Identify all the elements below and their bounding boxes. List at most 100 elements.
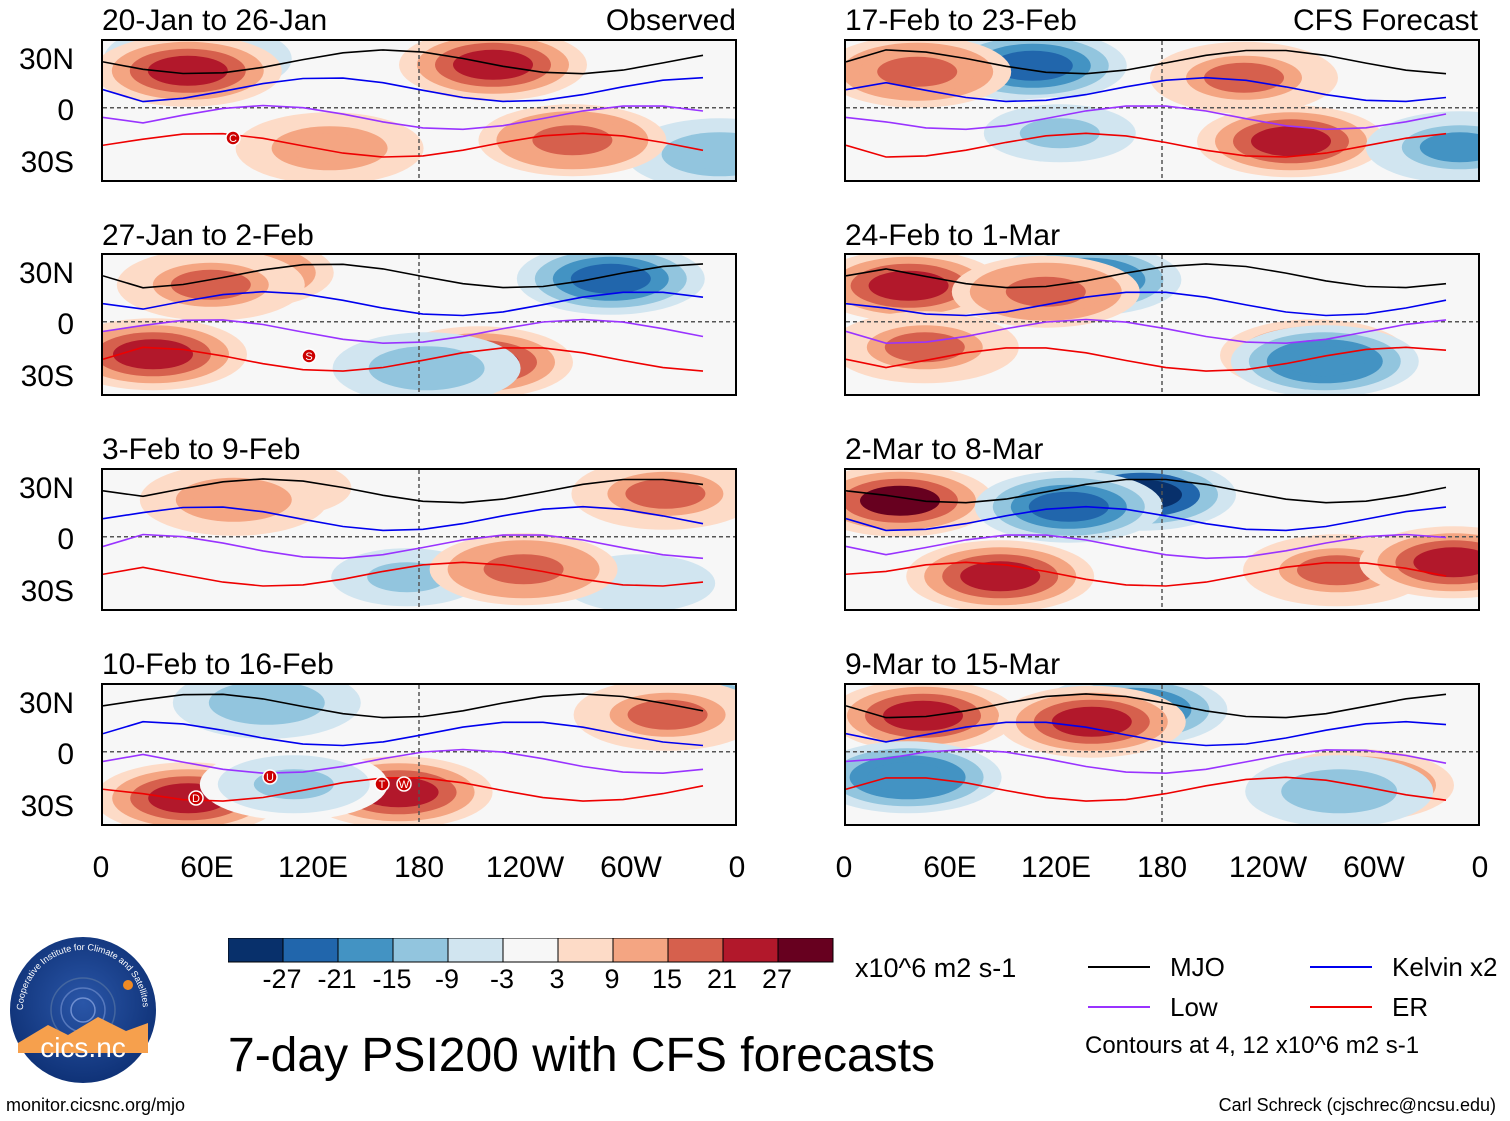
lat-label-0: 0 [57, 308, 74, 341]
contour-mjo [846, 478, 1447, 504]
lon-label: 120E [1020, 851, 1092, 884]
colorbar-swatch [722, 938, 779, 963]
lat-label-30n: 30N [18, 472, 74, 505]
colorbar-tick-label: 27 [761, 964, 793, 994]
anomaly-shade [289, 133, 370, 164]
anomaly-shade [386, 353, 467, 384]
legend-label-kelvin: Kelvin x2 [1392, 952, 1498, 982]
lon-label: 60W [600, 851, 662, 884]
map-field [846, 685, 1478, 824]
storm-marker-label: W [399, 779, 410, 791]
anomaly-shade [1005, 276, 1086, 307]
storm-marker-label: T [379, 779, 386, 791]
contour-mjo [103, 263, 704, 289]
contour-mjo [103, 693, 704, 719]
main-title: 7-day PSI200 with CFS forecasts [228, 1029, 935, 1082]
contour-low [103, 533, 704, 560]
anomaly-shade [1051, 706, 1132, 737]
anomaly-shade [113, 339, 193, 370]
storm-marker [262, 769, 278, 785]
lat-label-30s: 30S [20, 360, 74, 393]
map-panel-obs-1[interactable]: C [101, 39, 737, 182]
contour-er [103, 561, 704, 587]
map-panel-obs-4[interactable]: D U T W [101, 683, 737, 826]
colorbar-tick-label: 9 [604, 964, 620, 994]
map-panel-fc-1[interactable] [844, 39, 1480, 182]
legend-label-er: ER [1392, 992, 1429, 1022]
colorbar-tick-label: -3 [489, 964, 514, 994]
colorbar-swatch [228, 938, 284, 963]
anomaly-shade [679, 139, 735, 170]
colorbar-swatch [282, 938, 339, 963]
colorbar-swatch [502, 938, 559, 963]
map-field [846, 470, 1478, 609]
colorbar-tick-label: 15 [651, 964, 683, 994]
anomaly-shade [877, 56, 958, 87]
contour-kelvin-x- [846, 76, 1447, 103]
anomaly-shade [1204, 62, 1284, 93]
anomaly-shade [868, 270, 949, 301]
anomaly-shade [1019, 118, 1100, 149]
panel-title-fc-1: 17-Feb to 23-Feb [845, 4, 1077, 37]
contour-mjo [846, 49, 1447, 75]
contour-er [846, 346, 1447, 372]
panel-title-obs-2: 27-Jan to 2-Feb [102, 219, 314, 252]
map-field [103, 470, 735, 609]
contour-kelvin-x- [103, 76, 704, 103]
colorbar-units: x10^6 m2 s-1 [855, 953, 1017, 983]
map-panel-fc-3[interactable] [844, 468, 1480, 611]
map-panel-obs-3[interactable] [101, 468, 737, 611]
legend-label-mjo: MJO [1170, 952, 1225, 982]
contour-kelvin-x- [846, 720, 1447, 747]
contour-er [103, 346, 704, 372]
contour-mjo [103, 478, 704, 504]
lon-label: 0 [835, 851, 853, 884]
lat-label-30n: 30N [18, 257, 74, 290]
lon-label: 120W [485, 851, 565, 884]
anomaly-shade [1413, 547, 1478, 578]
panel-title-fc-2: 24-Feb to 1-Mar [845, 219, 1061, 252]
anomaly-shade [483, 554, 564, 585]
observed-tag: Observed [605, 4, 736, 37]
anomaly-shade [860, 485, 940, 516]
map-field [846, 41, 1478, 180]
storm-marker [396, 776, 412, 792]
footer-url[interactable]: monitor.cicsnc.org/mjo [6, 1095, 186, 1115]
colorbar-swatch [557, 938, 614, 963]
lon-label: 0 [728, 851, 746, 884]
contour-kelvin-x- [846, 505, 1447, 532]
storm-marker-label: S [305, 351, 312, 363]
colorbar-swatch [777, 938, 834, 963]
map-panel-obs-2[interactable]: S [101, 253, 737, 396]
contour-low [846, 105, 1447, 131]
anomaly-shade [367, 562, 448, 593]
contour-er [846, 132, 1447, 158]
colorbar-tick-label: 21 [706, 964, 738, 994]
anomaly-shade [170, 269, 251, 300]
footer-credit: Carl Schreck (cjschrec@ncsu.edu) [1218, 1095, 1496, 1115]
lon-label: 0 [92, 851, 110, 884]
anomaly-shade [1284, 346, 1365, 377]
legend-label-low: Low [1170, 992, 1218, 1022]
cics-logo[interactable]: Cooperative Institute for Climate and Sa… [8, 935, 158, 1085]
forecast-tag: CFS Forecast [1292, 4, 1478, 37]
map-panel-fc-4[interactable] [844, 683, 1480, 826]
panel-title-obs-1: 20-Jan to 26-Jan [102, 4, 328, 37]
storm-marker [188, 790, 204, 806]
legend-contour-note: Contours at 4, 12 x10^6 m2 s-1 [1085, 1032, 1420, 1059]
lon-label: 60W [1343, 851, 1405, 884]
map-panel-fc-2[interactable] [844, 253, 1480, 396]
map-field: S [103, 255, 735, 394]
map-field: D U T W [103, 685, 735, 824]
anomaly-shade [960, 561, 1041, 592]
anomaly-shade [1299, 776, 1380, 807]
contour-kelvin-x- [103, 505, 704, 532]
lon-label: 60E [923, 851, 977, 884]
storm-marker-label: C [229, 133, 237, 145]
colorbar [228, 938, 834, 963]
contour-low [103, 318, 704, 345]
colorbar-tick-label: -27 [262, 964, 302, 994]
map-field: C [103, 41, 735, 180]
colorbar-swatch [447, 938, 504, 963]
anomaly-shade [532, 125, 613, 156]
